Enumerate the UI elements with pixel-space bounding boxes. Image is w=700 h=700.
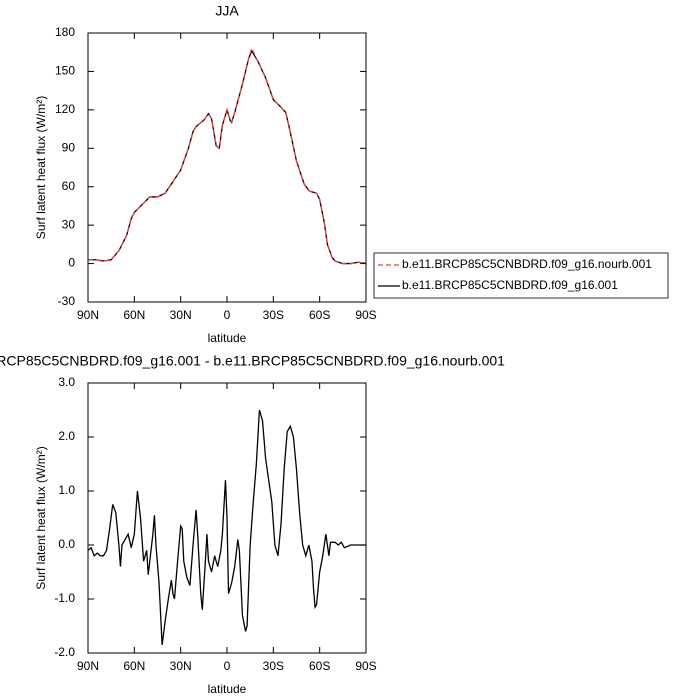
x-tick-label: 30S [263, 659, 284, 673]
x-tick-label: 0 [224, 308, 231, 322]
y-tick-label: 150 [55, 64, 75, 78]
x-tick-label: 90S [355, 308, 376, 322]
plot-frame [87, 32, 367, 303]
x-tick-label: 60S [309, 659, 330, 673]
y-tick-label: 120 [55, 102, 75, 116]
chart-title: JJA [215, 3, 239, 19]
legend-box [373, 252, 669, 299]
x-tick-label: 30N [170, 659, 192, 673]
data-line [87, 409, 366, 645]
y-tick-label: 30 [62, 217, 76, 231]
chart-title: b.e11.BRCP85C5CNBDRD.f09_g16.001 - b.e11… [0, 353, 505, 369]
y-tick-label: 3.0 [58, 375, 75, 389]
x-axis-label: latitude [208, 331, 247, 345]
x-tick-label: 60N [123, 659, 145, 673]
x-tick-label: 30N [170, 308, 192, 322]
y-axis-label: Surf latent heat flux (W/m²) [34, 96, 48, 239]
x-tick-label: 90N [77, 308, 99, 322]
data-line [88, 49, 367, 265]
x-axis-label: latitude [208, 682, 247, 696]
data-line [88, 46, 367, 265]
y-tick-label: 0 [68, 256, 75, 270]
y-tick-label: -1.0 [54, 591, 75, 605]
y-tick-label: -2.0 [54, 645, 75, 659]
x-tick-label: 60N [123, 308, 145, 322]
y-tick-label: 2.0 [58, 429, 75, 443]
y-tick-label: -30 [58, 294, 76, 308]
plot-frame [87, 382, 367, 654]
x-tick-label: 30S [263, 308, 284, 322]
y-tick-label: 0.0 [58, 537, 75, 551]
x-tick-label: 0 [224, 659, 231, 673]
y-tick-label: 90 [62, 140, 76, 154]
legend-label: b.e11.BRCP85C5CNBDRD.f09_g16.nourb.001 [402, 257, 652, 271]
y-axis-label: Surf latent heat flux (W/m²) [34, 446, 48, 589]
x-tick-label: 90S [355, 659, 376, 673]
y-tick-label: 180 [55, 25, 75, 39]
x-tick-label: 60S [309, 308, 330, 322]
y-tick-label: 1.0 [58, 483, 75, 497]
x-tick-label: 90N [77, 659, 99, 673]
legend-label: b.e11.BRCP85C5CNBDRD.f09_g16.001 [402, 278, 618, 292]
y-tick-label: 60 [62, 179, 76, 193]
